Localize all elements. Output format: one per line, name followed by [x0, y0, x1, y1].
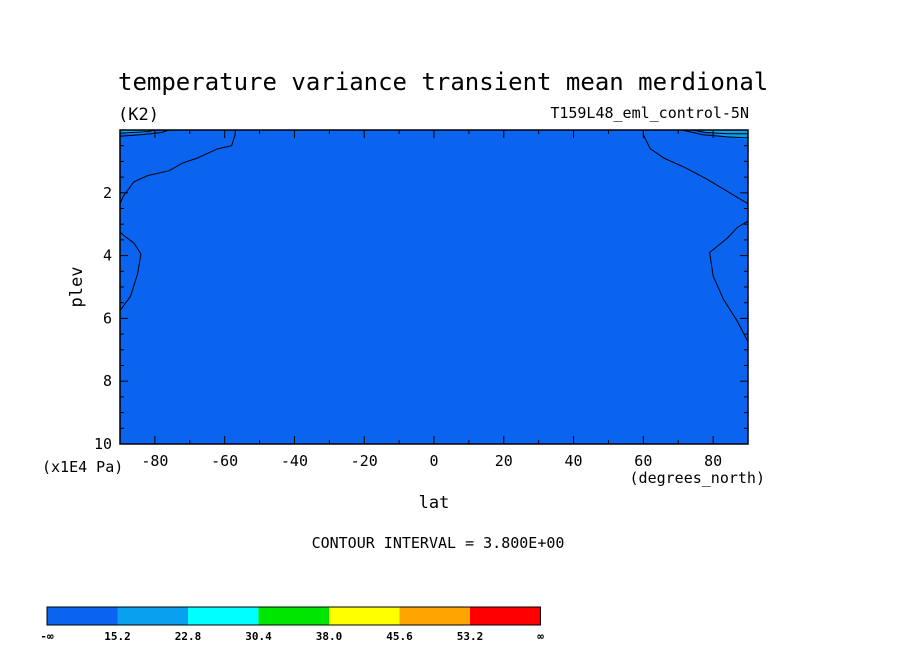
contour-interval: CONTOUR INTERVAL = 3.800E+00 — [312, 534, 565, 552]
x-tick-label: -20 — [351, 452, 378, 470]
colorbar-swatch — [399, 607, 470, 625]
colorbar-swatch — [47, 607, 118, 625]
y-tick-label: 4 — [103, 247, 112, 265]
x-tick-labels: -80 -60 -40 -20 0 20 40 60 80 — [141, 452, 722, 470]
contour-line-6 — [692, 129, 748, 135]
x-tick-label: 60 — [634, 452, 652, 470]
colorbar-label: 38.0 — [316, 630, 343, 643]
colorbar-label: ∞ — [537, 630, 544, 643]
y-tick-label: 2 — [103, 184, 112, 202]
y-tick-labels: 2 4 6 8 10 — [94, 184, 112, 453]
x-axis-label: lat — [419, 493, 450, 513]
colorbar-swatch — [188, 607, 259, 625]
x-tick-label: 80 — [704, 452, 722, 470]
contour-line-0 — [119, 130, 236, 204]
colorbar-frame — [46, 606, 541, 626]
chart-title: temperature variance transient mean merd… — [118, 68, 768, 96]
plot-frame — [119, 129, 749, 445]
units-label: (K2) — [118, 105, 159, 125]
contour-line-3 — [709, 220, 749, 343]
colorbar-label: 45.6 — [386, 630, 413, 643]
dataset-label: T159L48_eml_control-5N — [550, 104, 749, 122]
contour-line-7 — [681, 129, 749, 139]
colorbar-label: 30.4 — [245, 630, 272, 643]
colorbar-label: 53.2 — [457, 630, 484, 643]
x-tick-label: -60 — [211, 452, 238, 470]
contour-line-2 — [642, 130, 749, 205]
colorbar-swatch — [329, 607, 400, 625]
y-tick-label: 6 — [103, 309, 112, 327]
colorbar-label: 15.2 — [104, 630, 131, 643]
colorbar-label: -∞ — [40, 630, 54, 643]
x-tick-label: 40 — [565, 452, 583, 470]
plot-area — [120, 130, 748, 444]
colorbar-swatch — [117, 607, 188, 625]
colorbar — [46, 606, 541, 626]
y-tick-label: 8 — [103, 372, 112, 390]
y-axis-label: plev — [67, 267, 87, 308]
contour-lines — [119, 129, 749, 343]
x-tick-label: 20 — [495, 452, 513, 470]
y-tick-label: 10 — [94, 435, 112, 453]
x-axis-unit: (degrees_north) — [630, 469, 765, 487]
contour-line-1 — [119, 231, 142, 311]
contour-line-5 — [119, 129, 170, 137]
colorbar-labels: -∞ 15.2 22.8 30.4 38.0 45.6 53.2 ∞ — [40, 630, 544, 643]
colorbar-label: 22.8 — [175, 630, 202, 643]
x-tick-label: -40 — [281, 452, 308, 470]
colorbar-swatch — [258, 607, 329, 625]
x-tick-label: 0 — [429, 452, 438, 470]
colorbar-swatch — [470, 607, 541, 625]
x-tick-label: -80 — [141, 452, 168, 470]
y-axis-unit: (x1E4 Pa) — [42, 458, 123, 476]
